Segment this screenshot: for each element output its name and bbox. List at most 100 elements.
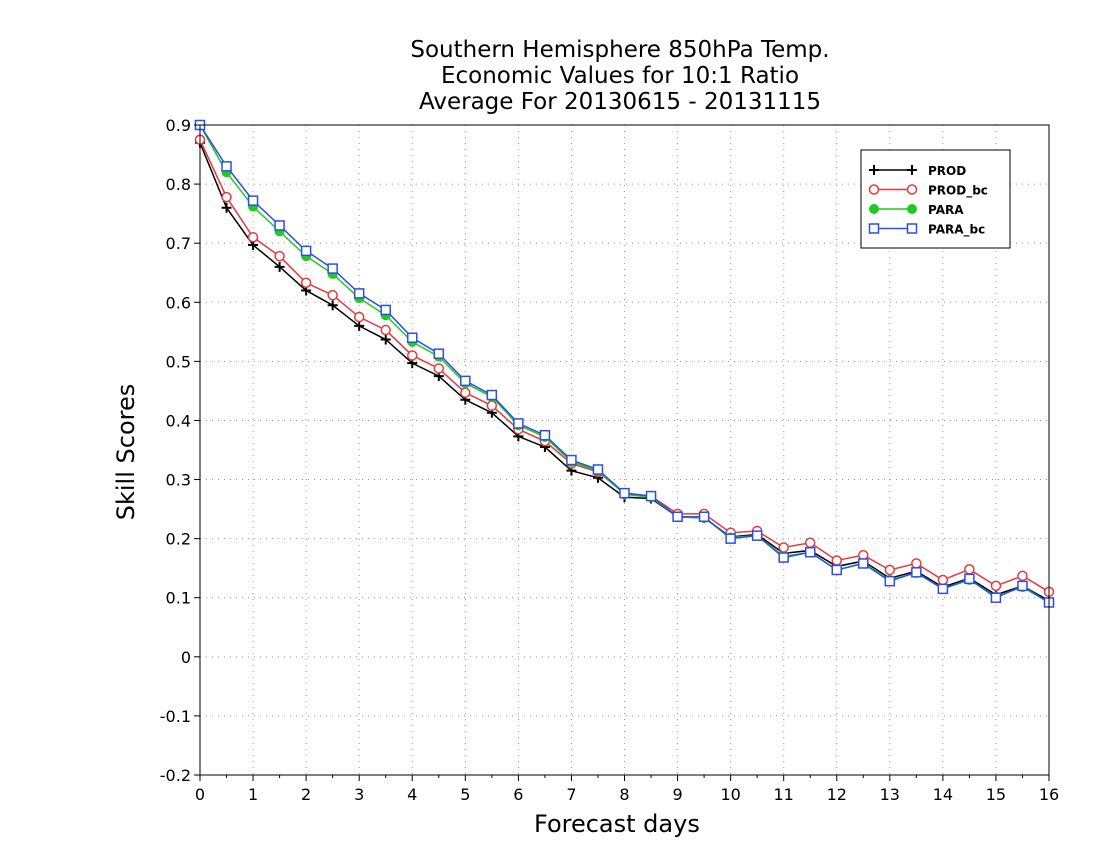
data-point <box>353 311 365 323</box>
y-tick-label: 0.9 <box>166 116 191 135</box>
chart-title-line-1: Southern Hemisphere 850hPa Temp. <box>410 37 830 63</box>
x-tick-label: 10 <box>720 785 740 804</box>
data-point <box>990 592 1002 603</box>
data-point <box>460 375 471 387</box>
x-tick-label: 0 <box>195 785 205 804</box>
data-point <box>380 334 391 345</box>
series-para-bc <box>194 119 1055 608</box>
data-point <box>513 418 524 429</box>
legend-box <box>860 149 1011 249</box>
legend-item: PARA <box>869 203 964 217</box>
data-point <box>964 564 975 575</box>
data-point <box>353 288 365 299</box>
data-point <box>486 400 498 411</box>
legend-label: PARA <box>928 203 964 217</box>
data-point <box>778 542 789 553</box>
data-point <box>831 564 842 576</box>
data-point <box>274 220 285 231</box>
legend-marker <box>868 184 880 195</box>
data-point <box>433 348 445 359</box>
data-point <box>645 490 657 502</box>
x-tick-label: 4 <box>407 785 417 804</box>
data-point <box>274 250 285 262</box>
y-tick-label: 0.1 <box>166 589 191 608</box>
data-point <box>433 363 445 374</box>
data-point <box>964 573 975 585</box>
y-tick-label: 0 <box>181 648 191 667</box>
data-point <box>831 555 842 566</box>
x-tick-label: 16 <box>1039 785 1059 804</box>
data-point <box>725 533 736 544</box>
y-tick-label: 0.5 <box>166 352 191 371</box>
tick-layer: 0 1 2 3 4 5 6 7 8 9 10 11 12 13 14 15 16-0.2-0.100.10.20… <box>160 116 1059 804</box>
data-point <box>380 304 391 316</box>
x-tick-label: 6 <box>513 785 523 804</box>
chart-title-line-3: Average For 20130615 - 20131115 <box>418 89 822 115</box>
series-layer <box>194 119 1055 608</box>
data-point <box>247 232 259 243</box>
x-tick-label: 12 <box>827 785 847 804</box>
legend-marker <box>907 165 917 175</box>
legend: PROD PROD_bc PARA PARA_bc <box>860 149 1011 249</box>
legend-item: PROD_bc <box>868 184 988 199</box>
data-point <box>460 387 471 398</box>
x-tick-label: 11 <box>774 785 794 804</box>
data-point <box>407 350 418 361</box>
legend-marker <box>869 204 879 214</box>
legend-item: PROD <box>869 164 966 178</box>
data-point <box>221 202 232 213</box>
y-tick-label: 0.8 <box>166 175 191 194</box>
y-tick-label: -0.2 <box>160 766 191 785</box>
data-point <box>937 574 949 586</box>
data-point <box>884 564 896 576</box>
data-point <box>221 161 232 172</box>
legend-marker <box>869 165 879 175</box>
y-tick-label: 0.3 <box>166 471 191 490</box>
y-axis-label: Skill Scores <box>112 383 140 521</box>
data-point <box>858 558 869 569</box>
legend-label: PARA_bc <box>928 223 985 238</box>
data-point <box>327 263 338 274</box>
data-point <box>672 511 683 523</box>
data-point <box>380 324 391 336</box>
x-tick-label: 15 <box>986 785 1006 804</box>
legend-marker <box>907 204 917 214</box>
x-tick-label: 1 <box>248 785 258 804</box>
data-point <box>539 429 551 441</box>
x-tick-label: 13 <box>880 785 900 804</box>
data-point <box>327 289 338 301</box>
x-tick-label: 7 <box>566 785 576 804</box>
y-tick-label: -0.1 <box>160 707 191 726</box>
y-tick-label: 0.4 <box>166 411 191 430</box>
legend-label: PROD <box>928 164 966 178</box>
chart-title-line-2: Economic Values for 10:1 Ratio <box>440 63 800 89</box>
data-point <box>592 464 604 475</box>
data-point <box>247 195 259 206</box>
data-point <box>778 552 789 563</box>
legend-label: PROD_bc <box>928 184 988 199</box>
x-tick-label: 3 <box>354 785 364 804</box>
data-point <box>804 537 816 549</box>
x-tick-label: 14 <box>933 785 953 804</box>
legend-marker <box>906 184 918 195</box>
data-point <box>354 320 365 331</box>
data-point <box>407 332 418 343</box>
y-tick-label: 0.6 <box>166 293 191 312</box>
x-tick-label: 2 <box>301 785 311 804</box>
data-point <box>911 567 922 578</box>
data-point <box>990 580 1002 592</box>
x-axis-label: Forecast days <box>534 810 700 838</box>
data-point <box>566 454 577 466</box>
data-point <box>804 546 816 558</box>
legend-item: PARA_bc <box>868 223 985 238</box>
data-point <box>619 487 630 499</box>
data-point <box>1017 570 1028 582</box>
data-point <box>937 583 949 595</box>
data-point <box>327 300 338 311</box>
data-point <box>698 511 710 523</box>
data-point <box>751 530 763 541</box>
x-tick-label: 9 <box>672 785 682 804</box>
data-point <box>911 558 922 569</box>
data-point <box>221 191 232 203</box>
legend-marker <box>868 223 880 234</box>
